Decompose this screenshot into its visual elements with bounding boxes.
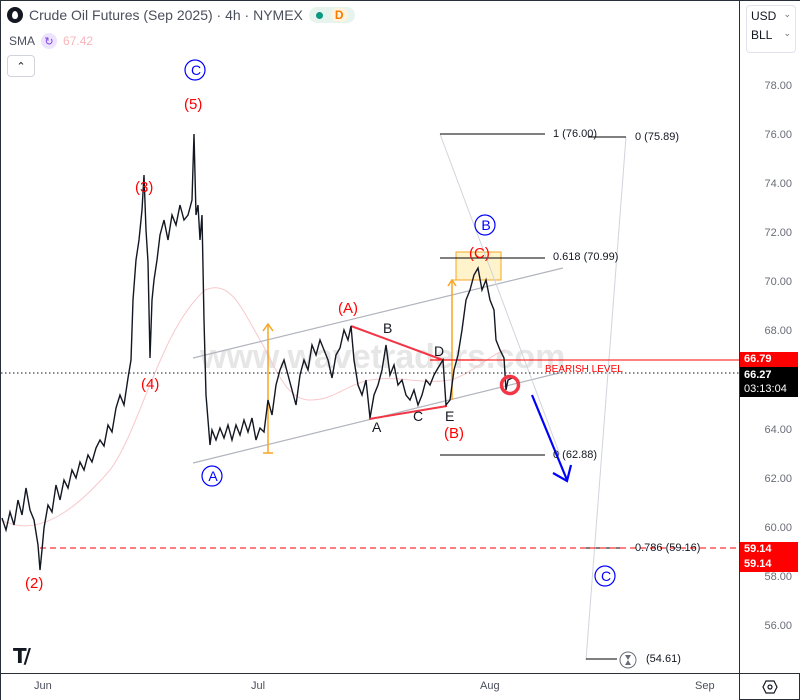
bearish-level-label: BEARISH LEVEL	[545, 364, 623, 375]
price-axis[interactable]: USD ⌄ BLL ⌄ 78.00 76.00 74.00 72.00 70.0…	[739, 1, 800, 673]
price-tick: 70.00	[764, 276, 792, 288]
fib-level-786: 0.786 (59.16)	[635, 542, 701, 554]
price-tick: 74.00	[764, 178, 792, 190]
market-open-dot-icon	[315, 11, 323, 19]
chart-plot-area[interactable]: www.wavetraders.com	[1, 1, 739, 673]
chevron-up-icon: ⌃	[16, 60, 26, 73]
fib-level-0-top: 0 (75.89)	[635, 131, 680, 143]
last-price-value: 66.27	[744, 369, 772, 381]
symbol-legend[interactable]: Crude Oil Futures (Sep 2025) · 4h · NYME…	[7, 7, 355, 23]
delay-badge: D	[330, 8, 348, 22]
tradingview-logo[interactable]: T/	[13, 644, 31, 668]
bearish-level-price-tag: 66.79	[740, 352, 798, 367]
wave-label-4: (4)	[141, 376, 160, 393]
triangle-label-e: E	[445, 408, 455, 424]
settings-hexagon-icon	[762, 680, 778, 694]
wave-label-blue-c-bottom: C	[600, 568, 612, 584]
wave-label-paren-c: (C)	[469, 245, 490, 262]
triangle-label-c: C	[413, 408, 424, 424]
currency-unit-selector[interactable]: USD ⌄ BLL ⌄	[746, 5, 796, 53]
time-label-aug: Aug	[480, 680, 500, 692]
unit-value: BLL	[751, 28, 773, 42]
wave-label-paren-b: (B)	[444, 425, 464, 442]
price-tick: 56.00	[764, 620, 792, 632]
time-axis[interactable]: Jun Jul Aug Sep	[1, 673, 739, 700]
bar-countdown: 03:13:04	[744, 383, 787, 395]
oil-drop-icon	[7, 7, 23, 23]
wave-label-blue-a: A	[208, 468, 218, 484]
wave-label-blue-c-top: C	[190, 62, 202, 78]
price-tick: 76.00	[764, 129, 792, 141]
wave-label-5: (5)	[184, 96, 203, 113]
price-tick: 78.00	[764, 80, 792, 92]
price-tick: 72.00	[764, 227, 792, 239]
chevron-down-icon: ⌄	[783, 9, 791, 19]
fib-level-0-low: 0 (62.88)	[553, 449, 598, 461]
target-low-label: (54.61)	[646, 653, 681, 665]
price-tick: 64.00	[764, 424, 792, 436]
sma-indicator-legend[interactable]: SMA ↻ 67.42	[9, 33, 93, 49]
triangle-label-a: A	[372, 419, 382, 435]
sma-label: SMA	[9, 34, 36, 48]
price-tick: 62.00	[764, 473, 792, 485]
fib-level-1: 1 (76.00)	[553, 128, 598, 140]
triangle-label-d: D	[434, 343, 445, 359]
price-tick: 68.00	[764, 325, 792, 337]
currency-select[interactable]: USD ⌄	[747, 6, 795, 25]
last-price-tag: 66.27 03:13:04	[740, 367, 798, 397]
sma-value: 67.42	[63, 34, 94, 48]
fib-level-618: 0.618 (70.99)	[553, 251, 619, 263]
currency-value: USD	[751, 9, 777, 23]
time-label-jul: Jul	[251, 680, 266, 692]
hourglass-icon	[619, 651, 637, 669]
chart-settings-button[interactable]	[739, 673, 800, 700]
refresh-icon[interactable]: ↻	[41, 33, 58, 49]
support-price-tag-2: 59.14	[740, 557, 798, 572]
unit-select[interactable]: BLL ⌄	[747, 25, 795, 44]
wave-label-3: (3)	[135, 179, 154, 196]
time-label-jun: Jun	[34, 680, 52, 692]
price-tick: 58.00	[764, 571, 792, 583]
chevron-down-icon: ⌄	[783, 28, 791, 38]
market-status-pill[interactable]: D	[308, 7, 355, 23]
chart-canvas: www.wavetraders.com	[1, 59, 739, 669]
time-label-sep: Sep	[695, 680, 715, 692]
triangle-label-b: B	[383, 320, 393, 336]
wave-label-blue-b: B	[481, 217, 491, 233]
price-tick: 60.00	[764, 522, 792, 534]
wave-label-2: (2)	[25, 575, 44, 592]
collapse-legend-button[interactable]: ⌃	[7, 55, 35, 77]
wave-label-paren-a: (A)	[338, 300, 358, 317]
symbol-title: Crude Oil Futures (Sep 2025) · 4h · NYME…	[29, 7, 303, 23]
support-price-tag-1: 59.14	[740, 542, 798, 557]
